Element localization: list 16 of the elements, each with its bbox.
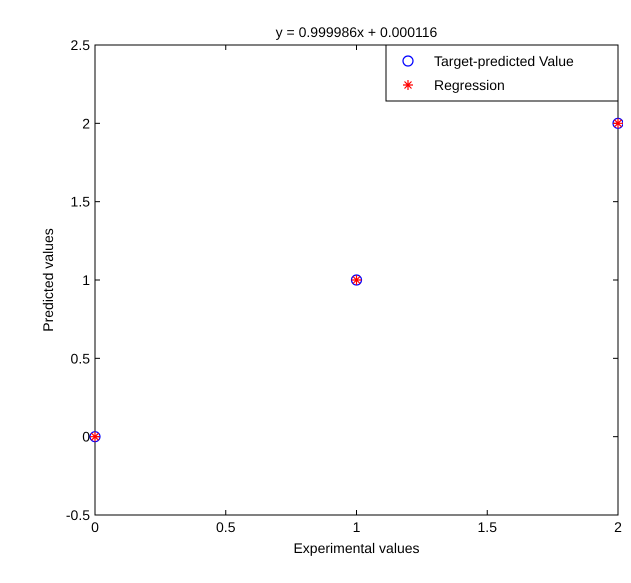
y-tick-label: 1 bbox=[82, 272, 90, 288]
x-tick-label: 2 bbox=[614, 519, 622, 535]
y-tick-label: 1.5 bbox=[70, 194, 90, 210]
y-axis-title: Predicted values bbox=[40, 228, 56, 332]
legend-label: Target-predicted Value bbox=[434, 53, 574, 69]
chart-title: y = 0.999986x + 0.000116 bbox=[276, 24, 438, 40]
y-tick-label: 2 bbox=[82, 115, 90, 132]
y-tick-label: 0.5 bbox=[70, 350, 90, 366]
x-axis-title: Experimental values bbox=[293, 540, 420, 556]
y-tick-label: 2.5 bbox=[70, 37, 90, 53]
y-tick-label: -0.5 bbox=[66, 507, 90, 523]
y-tick-label: 0 bbox=[82, 428, 90, 445]
x-tick-label: 0.5 bbox=[216, 519, 236, 535]
x-tick-label: 1 bbox=[352, 519, 361, 535]
legend-label: Regression bbox=[434, 77, 505, 93]
x-tick-label: 1.5 bbox=[478, 519, 498, 535]
